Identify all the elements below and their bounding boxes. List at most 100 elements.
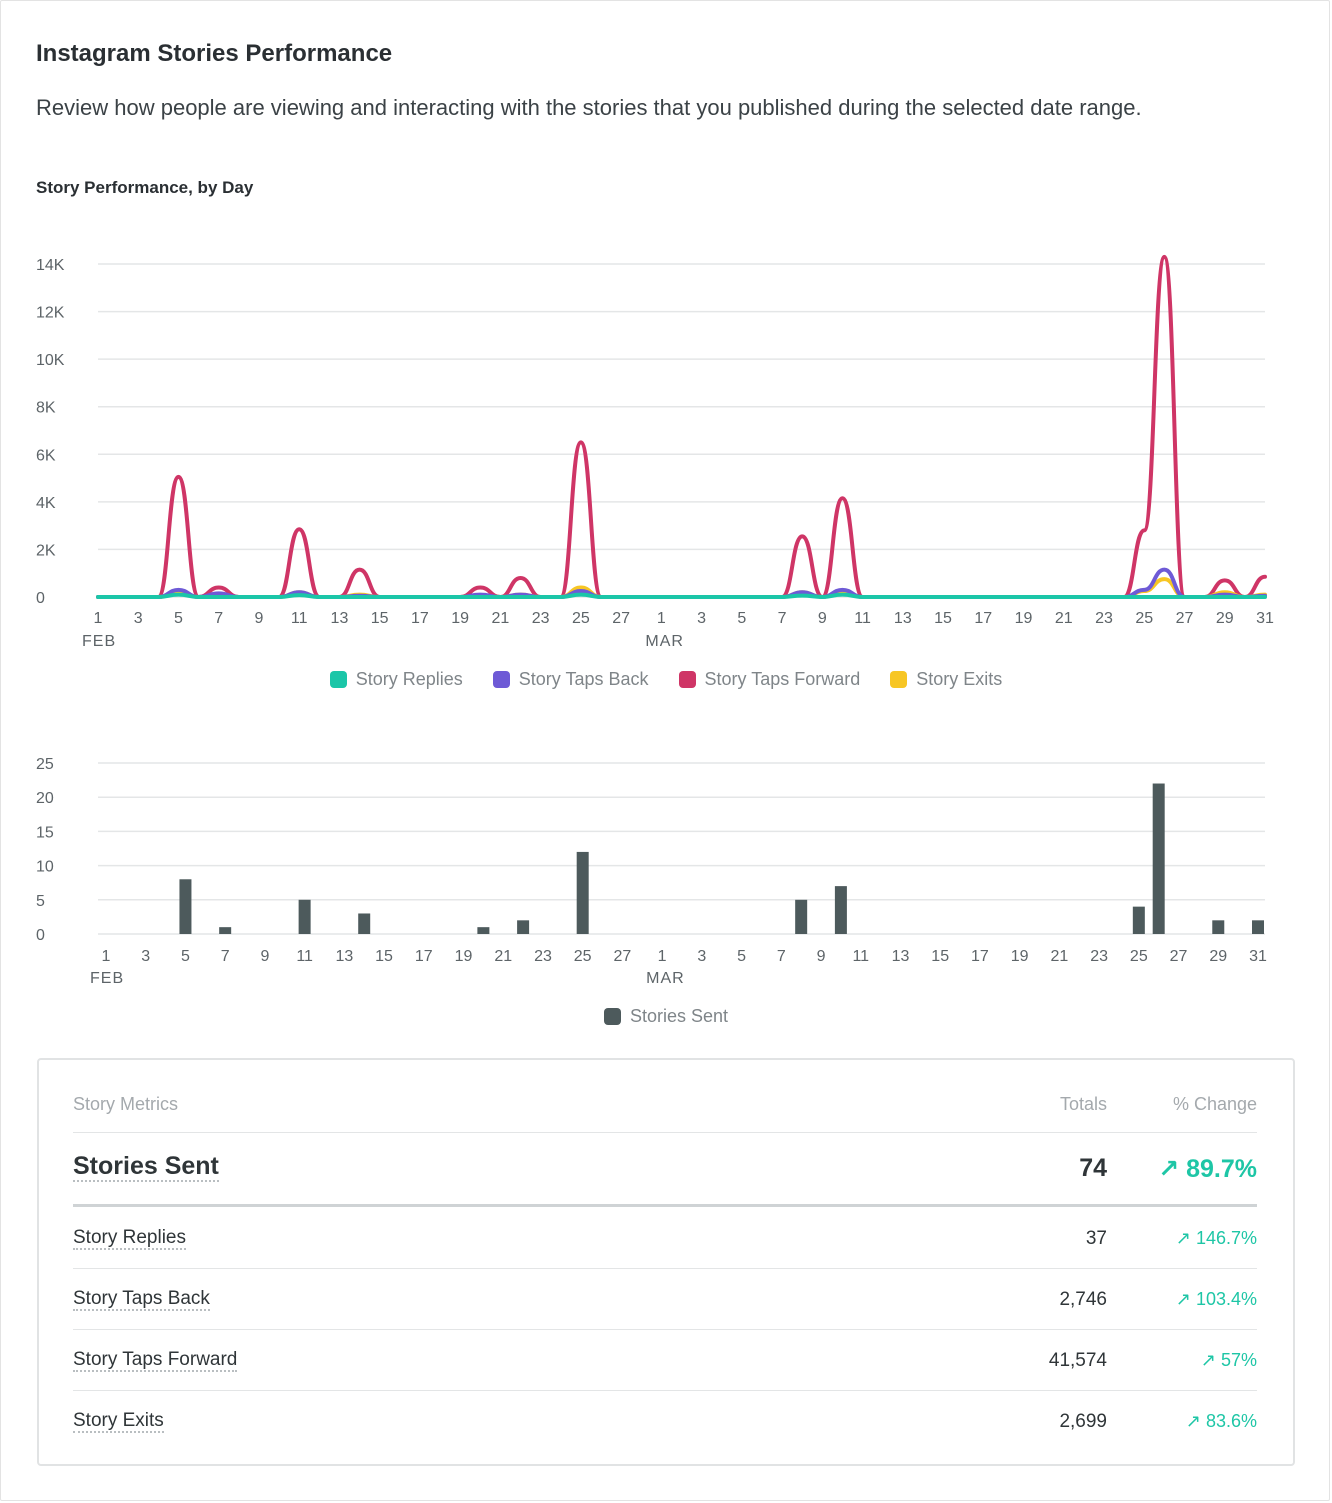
bar-chart-x-tick: 27 xyxy=(614,948,632,965)
stories-sent-bar xyxy=(1252,920,1264,934)
metric-total-story-taps-back: 2,746 xyxy=(1059,1289,1107,1310)
line-chart-x-tick: 9 xyxy=(818,610,827,627)
legend-item-story-replies[interactable]: Story Replies xyxy=(329,669,463,690)
metric-change-story-taps-forward: ↗ 57% xyxy=(1200,1350,1257,1370)
series-line-story-taps-back xyxy=(96,567,1267,599)
bar-chart-x-tick: 23 xyxy=(1090,948,1108,965)
bar-chart-x-tick: 25 xyxy=(574,948,592,965)
stories-sent-bar xyxy=(795,899,808,934)
bar-chart-x-tick: 31 xyxy=(1249,948,1267,965)
line-chart-x-tick: 11 xyxy=(854,610,871,627)
stories-sent-bar xyxy=(576,851,589,934)
line-chart-x-tick: 1 xyxy=(657,610,666,627)
line-chart-x-tick: 5 xyxy=(174,610,183,627)
bar-chart-x-tick: 9 xyxy=(817,948,826,965)
metric-change-stories-sent: ↗ 89.7% xyxy=(1158,1155,1257,1183)
bar-chart-x-tick: 29 xyxy=(1209,948,1227,965)
bar-chart-month-label: MAR xyxy=(646,970,685,987)
metric-label-story-exits[interactable]: Story Exits xyxy=(73,1410,164,1433)
metric-total-story-replies: 37 xyxy=(1085,1228,1107,1249)
line-chart-x-tick: 27 xyxy=(612,610,630,627)
line-chart-x-tick: 3 xyxy=(697,610,706,627)
bar-chart-x-tick: 11 xyxy=(852,948,869,965)
line-chart-x-tick: 17 xyxy=(411,610,429,627)
metrics-row-story-taps-back: Story Taps Back 2,746 ↗ 103.4% xyxy=(73,1268,1257,1330)
stories-sent-bar xyxy=(1212,920,1225,934)
legend-swatch xyxy=(329,671,347,688)
line-chart-x-tick: 21 xyxy=(1055,610,1073,627)
metric-label-story-taps-forward[interactable]: Story Taps Forward xyxy=(73,1349,238,1372)
bar-chart-x-tick: 3 xyxy=(697,948,706,965)
line-chart-legend: Story Replies Story Taps Back Story Taps F… xyxy=(0,669,1332,690)
bar-chart-x-tick: 5 xyxy=(181,948,190,965)
metric-total-story-exits: 2,699 xyxy=(1059,1411,1107,1432)
bar-chart-x-tick: 21 xyxy=(1050,948,1068,965)
line-chart-y-tick: 2K xyxy=(36,542,56,559)
bar-chart-x-tick: 19 xyxy=(1011,948,1029,965)
metric-label-story-taps-back[interactable]: Story Taps Back xyxy=(73,1288,210,1311)
bar-chart-x-tick: 11 xyxy=(296,948,313,965)
metrics-header-change: % Change xyxy=(1172,1094,1257,1114)
bar-chart-month-label: FEB xyxy=(90,970,124,987)
line-chart-y-tick: 10K xyxy=(36,352,65,369)
legend-item-stories-sent[interactable]: Stories Sent xyxy=(603,1006,729,1027)
series-line-story-exits xyxy=(96,577,1267,599)
stories-sent-bar xyxy=(477,927,490,934)
legend-swatch xyxy=(678,671,696,688)
bar-chart-x-tick: 5 xyxy=(737,948,746,965)
metric-change-story-exits: ↗ 83.6% xyxy=(1185,1411,1257,1431)
line-chart-x-tick: 17 xyxy=(974,610,992,627)
legend-swatch xyxy=(492,671,510,688)
legend-label: Stories Sent xyxy=(629,1006,729,1026)
metric-total-stories-sent: 74 xyxy=(1079,1154,1107,1182)
line-chart-x-tick: 3 xyxy=(134,610,143,627)
metric-label-stories-sent[interactable]: Stories Sent xyxy=(73,1152,219,1182)
legend-label: Story Taps Back xyxy=(518,669,649,689)
line-chart-y-tick: 8K xyxy=(36,400,56,417)
bar-chart-x-tick: 1 xyxy=(658,948,667,965)
page-subtitle: Review how people are viewing and intera… xyxy=(36,95,1142,120)
bar-chart-y-tick: 25 xyxy=(36,756,54,773)
bar-chart-x-tick: 27 xyxy=(1170,948,1188,965)
legend-item-story-taps-back[interactable]: Story Taps Back xyxy=(492,669,649,690)
legend-item-story-taps-forward[interactable]: Story Taps Forward xyxy=(678,669,860,690)
line-chart-x-tick: 5 xyxy=(737,610,746,627)
chart-title: Story Performance, by Day xyxy=(36,178,254,197)
story-metrics-table: Story Metrics Totals % Change Stories Se… xyxy=(37,1058,1295,1466)
stories-sent-bar xyxy=(358,913,371,934)
line-chart-x-tick: 15 xyxy=(934,610,952,627)
metric-change-story-replies: ↗ 146.7% xyxy=(1175,1228,1257,1248)
stories-sent-bar xyxy=(517,920,530,934)
legend-item-story-exits[interactable]: Story Exits xyxy=(890,669,1002,690)
bar-chart-x-tick: 3 xyxy=(141,948,150,965)
line-chart-x-tick: 25 xyxy=(1135,610,1153,627)
bar-chart-legend: Stories Sent xyxy=(0,1006,1332,1027)
stories-sent-bar xyxy=(1132,906,1145,934)
line-chart-x-tick: 29 xyxy=(1216,610,1234,627)
line-chart-x-tick: 15 xyxy=(371,610,389,627)
bar-chart-x-tick: 15 xyxy=(931,948,949,965)
metric-label-story-replies[interactable]: Story Replies xyxy=(73,1227,186,1250)
metrics-header-totals: Totals xyxy=(1059,1094,1107,1114)
line-chart-x-tick: 19 xyxy=(451,610,469,627)
line-chart-month-label: FEB xyxy=(82,633,116,650)
legend-swatch xyxy=(603,1008,621,1025)
line-chart-x-tick: 1 xyxy=(94,610,103,627)
line-chart-x-tick: 21 xyxy=(492,610,510,627)
bar-chart-x-tick: 19 xyxy=(455,948,473,965)
bar-chart-x-tick: 17 xyxy=(415,948,433,965)
series-line-story-replies xyxy=(96,592,1267,599)
line-chart-x-tick: 19 xyxy=(1015,610,1033,627)
line-chart-x-tick: 31 xyxy=(1256,610,1274,627)
line-chart-y-tick: 4K xyxy=(36,495,56,512)
stories-sent-bar xyxy=(219,927,232,934)
series-line-story-taps-forward xyxy=(96,254,1267,599)
line-chart-x-tick: 7 xyxy=(214,610,223,627)
legend-swatch xyxy=(890,671,908,688)
line-chart-month-label: MAR xyxy=(645,633,684,650)
metric-change-story-taps-back: ↗ 103.4% xyxy=(1175,1289,1257,1309)
bar-chart-x-tick: 13 xyxy=(335,948,353,965)
line-chart-x-tick: 23 xyxy=(1095,610,1113,627)
